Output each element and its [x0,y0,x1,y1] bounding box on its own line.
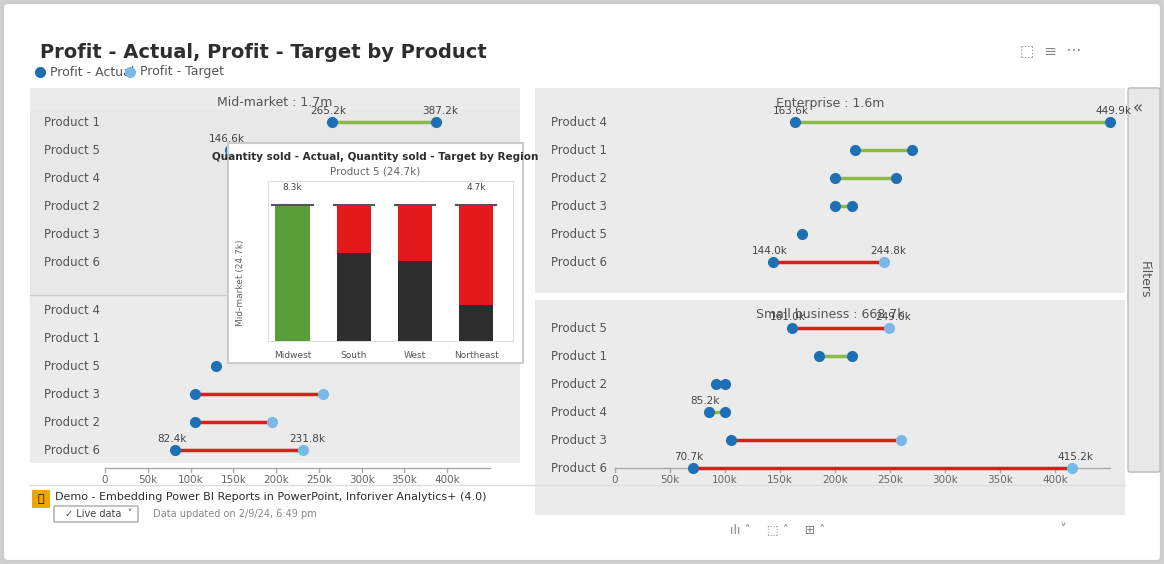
Text: 387.2k: 387.2k [423,106,459,116]
Text: 150k: 150k [767,475,793,485]
Text: Product 6: Product 6 [551,255,606,268]
Text: 100k: 100k [712,475,738,485]
Text: 300k: 300k [932,475,958,485]
Text: Product 6: Product 6 [44,255,100,268]
FancyBboxPatch shape [535,88,1124,293]
Text: Small business : 668.7k: Small business : 668.7k [755,307,904,320]
Text: South: South [341,351,367,360]
Text: Product 5: Product 5 [44,359,100,372]
Text: Product 3: Product 3 [44,387,100,400]
Text: Product 1: Product 1 [551,143,606,156]
Text: Product 1: Product 1 [551,350,606,363]
Text: 265.2k: 265.2k [310,106,346,116]
FancyBboxPatch shape [30,110,520,295]
Text: Product 6: Product 6 [44,443,100,456]
Text: 350k: 350k [987,475,1013,485]
Text: 82.4k: 82.4k [157,434,186,444]
Text: Product 5: Product 5 [551,227,606,240]
Text: 300k: 300k [349,475,375,485]
Text: 8.3k: 8.3k [283,183,303,192]
Text: 50k: 50k [660,475,680,485]
Text: 250k: 250k [306,475,332,485]
FancyBboxPatch shape [31,490,50,508]
Text: Product 4: Product 4 [44,171,100,184]
Text: Product 5: Product 5 [44,143,100,156]
Text: Filters: Filters [1137,261,1150,299]
Text: 244.8k: 244.8k [871,246,907,256]
FancyBboxPatch shape [54,506,139,522]
Text: ılı ˄    ⬚ ˄    ⊞ ˄: ılı ˄ ⬚ ˄ ⊞ ˄ [730,523,825,536]
Text: 50k: 50k [139,475,157,485]
Text: 400k: 400k [1042,475,1067,485]
Text: Enterprise : 1.6m: Enterprise : 1.6m [776,96,885,109]
Text: West: West [404,351,426,360]
Text: Profit - Target: Profit - Target [140,65,223,78]
Text: 163.6k: 163.6k [773,106,809,116]
Text: 200k: 200k [822,475,847,485]
Text: Mid-market (24.7k): Mid-market (24.7k) [235,240,244,326]
Text: Demo - Embedding Power BI Reports in PowerPoint, Inforiver Analytics+ (4.0): Demo - Embedding Power BI Reports in Pow… [55,492,487,502]
Text: 231.8k: 231.8k [290,434,325,444]
Text: 100k: 100k [178,475,204,485]
Text: ⬚  ≡  ···: ⬚ ≡ ··· [1020,45,1081,59]
Text: Northeast: Northeast [454,351,498,360]
Text: 4.7k: 4.7k [467,183,487,192]
Bar [460,305,494,341]
Bar [460,205,494,305]
Text: Product 4: Product 4 [44,303,100,316]
Text: 415.2k: 415.2k [1058,452,1094,462]
FancyBboxPatch shape [3,3,1161,561]
Text: Product 2: Product 2 [44,200,100,213]
Text: Product 4: Product 4 [551,116,606,129]
Text: Product 5 (24.7k): Product 5 (24.7k) [331,166,420,176]
Text: 150k: 150k [220,475,247,485]
Text: Product 2: Product 2 [551,377,606,390]
Text: Product 1: Product 1 [44,332,100,345]
Text: Mid-market : 1.7m: Mid-market : 1.7m [218,96,333,109]
Text: Profit - Actual: Profit - Actual [50,65,134,78]
Text: ˅: ˅ [1060,523,1067,537]
Text: Product 4: Product 4 [551,406,606,418]
Text: 📊: 📊 [37,494,44,504]
Text: Product 6: Product 6 [551,461,606,474]
Text: 449.9k: 449.9k [1095,106,1131,116]
FancyBboxPatch shape [30,88,520,463]
Text: Product 5: Product 5 [551,321,606,334]
Text: 350k: 350k [391,475,418,485]
Text: Product 2: Product 2 [551,171,606,184]
Text: ✓ Live data  ˅: ✓ Live data ˅ [65,509,133,519]
Text: Product 1: Product 1 [44,116,100,129]
Text: 400k: 400k [434,475,460,485]
Text: Product 3: Product 3 [551,434,606,447]
Bar [336,253,371,341]
Text: 200k: 200k [263,475,289,485]
Text: 173.4k: 173.4k [232,294,268,304]
FancyBboxPatch shape [268,181,513,341]
Text: Product 3: Product 3 [44,227,100,240]
Text: 85.2k: 85.2k [690,396,719,406]
Text: «: « [1133,99,1143,117]
Text: Midwest: Midwest [274,351,311,360]
Bar [398,261,432,341]
Text: 161.0k: 161.0k [771,312,805,322]
Text: 70.7k: 70.7k [674,452,703,462]
Bar [276,205,310,341]
Text: Quantity sold - Actual, Quantity sold - Target by Region: Quantity sold - Actual, Quantity sold - … [212,152,539,162]
Bar [398,205,432,261]
Text: 250k: 250k [876,475,903,485]
Text: Profit - Actual, Profit - Target by Product: Profit - Actual, Profit - Target by Prod… [40,42,487,61]
FancyBboxPatch shape [1128,88,1161,472]
Text: Product 3: Product 3 [551,200,606,213]
Text: Data updated on 2/9/24, 6:49 pm: Data updated on 2/9/24, 6:49 pm [150,509,317,519]
Text: Product 2: Product 2 [44,416,100,429]
Bar [336,205,371,253]
Text: 0: 0 [101,475,108,485]
Text: 146.6k: 146.6k [208,134,244,144]
FancyBboxPatch shape [228,143,523,363]
Text: 249.0k: 249.0k [875,312,911,322]
FancyBboxPatch shape [535,300,1124,515]
Text: 144.0k: 144.0k [752,246,787,256]
Text: 0: 0 [612,475,618,485]
